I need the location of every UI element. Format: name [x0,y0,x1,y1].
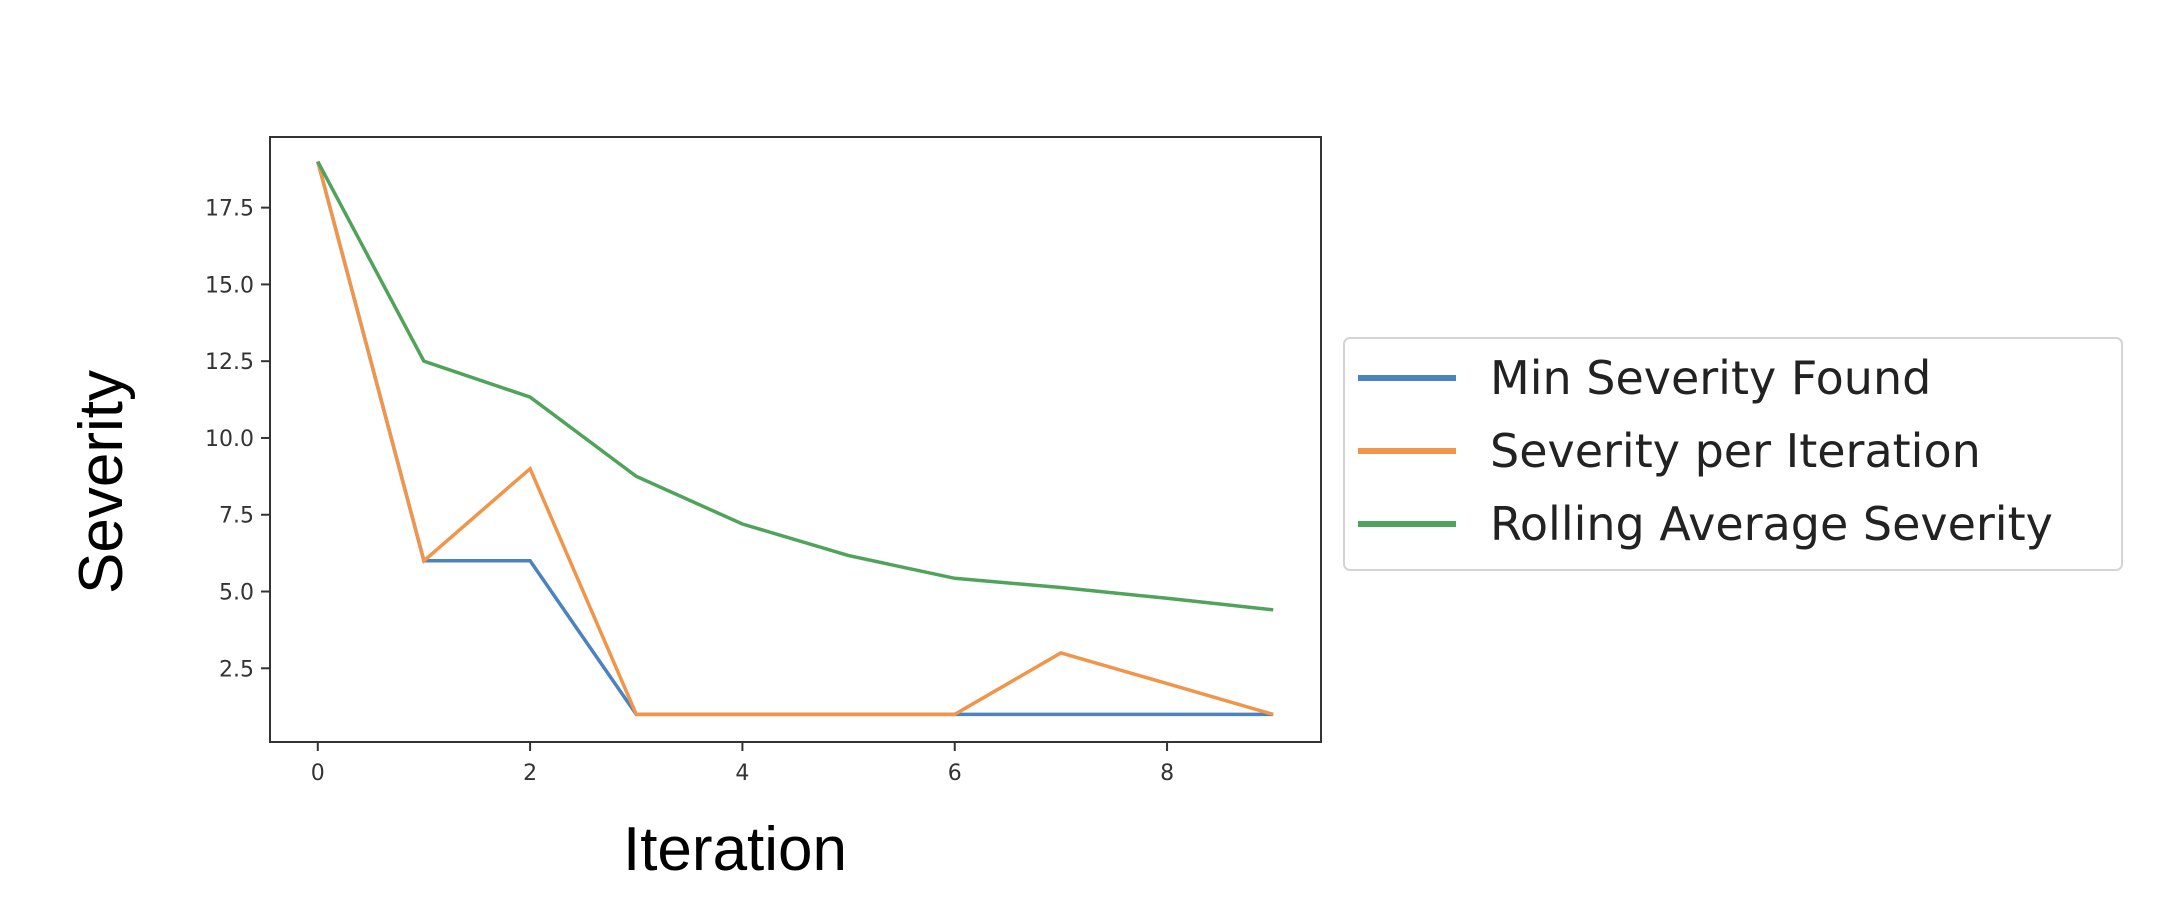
y-tick-label: 15.0 [205,273,254,298]
y-tick-label: 5.0 [219,581,254,606]
y-tick-label: 10.0 [205,427,254,452]
legend-label-rolling-average-severity: Rolling Average Severity [1490,497,2053,551]
x-tick-label: 8 [1160,761,1174,786]
legend-box [1343,337,2123,571]
y-tick-label: 2.5 [219,657,254,682]
x-tick-label: 2 [523,761,537,786]
x-axis-label: Iteration [623,815,847,884]
x-tick-label: 6 [948,761,962,786]
y-tick-label: 7.5 [219,504,254,529]
x-tick-label: 0 [311,761,325,786]
y-tick-label: 12.5 [205,350,254,375]
legend-label-severity-per-iteration: Severity per Iteration [1490,424,1981,478]
plot-frame [269,136,1322,743]
series-line-rolling-average-severity [316,160,1274,612]
series-line-min-severity-found [316,161,1274,717]
legend-label-min-severity-found: Min Severity Found [1490,351,1931,405]
x-tick-label: 4 [735,761,749,786]
y-axis-label: Severity [67,370,136,594]
series-line-severity-per-iteration [316,161,1274,717]
legend: Min Severity Found Severity per Iteration… [1343,337,2123,571]
y-tick-label: 17.5 [205,197,254,222]
